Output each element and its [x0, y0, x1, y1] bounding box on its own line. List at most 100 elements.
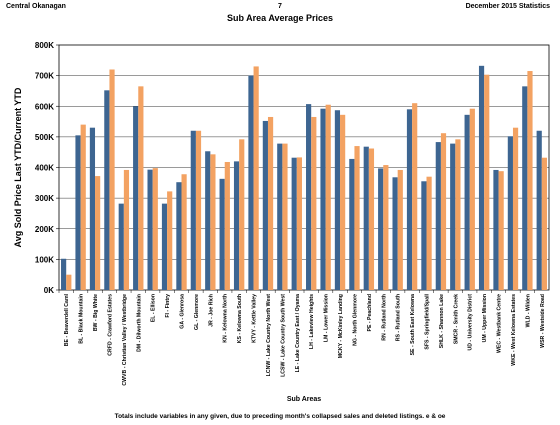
bar-series-2 — [138, 86, 144, 290]
x-tick-label: MCKY - McKinley Landing — [338, 294, 344, 358]
header-date: December 2015 Statistics — [465, 3, 550, 10]
x-tick-label: KN - Kelowna North — [223, 294, 229, 343]
x-tick-label: SFS - Springfield/Spall — [425, 293, 431, 349]
x-tick-label: WKE - West Kelowna Estates — [511, 294, 517, 366]
x-tick-label: LM - Lower Mission — [324, 294, 330, 342]
x-tick-label: KTVY - Kettle Valley — [252, 294, 258, 343]
bar-series-2 — [195, 130, 202, 290]
x-tick-label: GA - Glenrosa — [180, 294, 186, 329]
bar-series-1 — [104, 90, 110, 290]
bar-series-2 — [253, 66, 259, 290]
bar-series-2 — [440, 133, 447, 290]
bar-series-1 — [176, 182, 182, 290]
y-tick-label: 200K — [35, 225, 54, 234]
y-tick-label: 700K — [35, 72, 54, 81]
x-tick-label: SE - South East Kelowna — [410, 294, 416, 356]
bar-series-1 — [478, 65, 485, 290]
x-tick-label: SMCR - Smith Creek — [453, 294, 459, 344]
x-tick-label: DM - Dilworth Mountain — [136, 294, 142, 352]
bar-series-1 — [75, 135, 81, 290]
bar-series-2 — [95, 176, 101, 290]
bar-series-2 — [512, 127, 519, 290]
x-tick-label: UD - University District — [468, 294, 474, 351]
bar-series-1 — [277, 143, 283, 290]
bar-series-1 — [406, 109, 413, 290]
x-tick-label: GL - Glenmore — [194, 294, 200, 330]
bar-series-2 — [498, 171, 504, 290]
bar-series-2 — [296, 157, 302, 290]
bar-series-1 — [450, 143, 456, 290]
bar-series-2 — [80, 124, 86, 290]
bar-series-1 — [262, 120, 268, 290]
bar-series-2 — [210, 154, 216, 290]
x-tick-label: LE - Lake Country East / Oyama — [295, 294, 301, 373]
x-tick-label: JR - Joe Rich — [208, 294, 214, 327]
y-tick-label: 500K — [35, 133, 54, 142]
bar-series-2 — [123, 169, 130, 290]
bar-series-1 — [61, 258, 67, 290]
bar-series-1 — [291, 157, 297, 290]
bar-series-1 — [507, 136, 513, 290]
bar-series-1 — [118, 203, 124, 290]
header-page-number: 7 — [278, 3, 282, 10]
bar-series-1 — [161, 203, 168, 290]
bar-series-1 — [392, 177, 398, 290]
bar-series-1 — [349, 158, 355, 290]
bar-series-2 — [267, 116, 274, 290]
bar-series-1 — [536, 130, 542, 290]
bar-series-1 — [320, 108, 326, 290]
x-tick-label: LCSW - Lake Country South West — [280, 294, 286, 377]
x-tick-label: PE - Peachland — [367, 294, 373, 331]
x-tick-label: EL - Ellison — [151, 294, 157, 322]
bar-series-2 — [527, 71, 533, 290]
y-axis-title: Avg Sold Price Last YTD/Current YTD — [13, 87, 23, 247]
bar-series-2 — [167, 191, 173, 290]
bar-series-1 — [363, 146, 369, 290]
bar-series-2 — [368, 148, 375, 290]
bar-series-2 — [325, 104, 331, 290]
bar-series-2 — [282, 143, 288, 290]
bar-series-2 — [397, 169, 403, 290]
footnote: Totals include variables in any given, d… — [114, 413, 446, 420]
x-tick-label: BE - Beaverdell Caml — [64, 293, 70, 346]
bar-series-2 — [426, 176, 432, 290]
x-tick-label: NG - North Glenmore — [352, 294, 358, 346]
bar-series-2 — [181, 174, 187, 290]
bar-series-2 — [311, 116, 317, 290]
header-region: Central Okanagan — [6, 3, 66, 10]
bar-series-2 — [455, 139, 461, 290]
x-tick-label: BL - Black Mountain — [79, 294, 85, 344]
x-tick-label: LCNW - Lake Country North West — [266, 294, 272, 377]
bar-series-2 — [66, 274, 72, 290]
bar-series-1 — [464, 114, 470, 290]
bar-series-2 — [109, 69, 115, 290]
bar-series-1 — [89, 127, 96, 290]
y-tick-label: 300K — [35, 194, 54, 203]
bar-series-2 — [469, 108, 475, 290]
bar-series-2 — [541, 157, 547, 290]
bar-series-2 — [340, 114, 346, 290]
y-tick-label: 100K — [35, 255, 54, 264]
x-tick-label: CWVB - Christian Valley / Westbridge — [122, 294, 128, 386]
bar-series-2 — [383, 165, 389, 290]
bar-series-1 — [233, 161, 240, 290]
y-tick-label: 400K — [35, 164, 54, 173]
chart-title: Sub Area Average Prices — [226, 13, 334, 23]
x-axis-title: Sub Areas — [287, 396, 321, 403]
bar-series-2 — [412, 103, 418, 290]
bar-series-1 — [522, 86, 528, 290]
bar-series-1 — [493, 169, 499, 290]
bar-series-1 — [147, 169, 153, 290]
x-tick-label: WLD - Wilden — [525, 294, 531, 327]
bar-series-1 — [219, 178, 225, 290]
bar-series-1 — [248, 75, 254, 290]
bar-series-2 — [224, 161, 230, 290]
x-tick-label: FI - Fintry — [165, 294, 171, 318]
bar-series-1 — [435, 142, 441, 290]
bar-series-1 — [190, 130, 196, 290]
bar-series-1 — [378, 168, 384, 290]
x-tick-label: RS - Rutland South — [396, 294, 402, 341]
x-tick-label: RN - Rutland North — [381, 294, 387, 341]
x-tick-label: KS - Kelowna South — [237, 294, 243, 343]
